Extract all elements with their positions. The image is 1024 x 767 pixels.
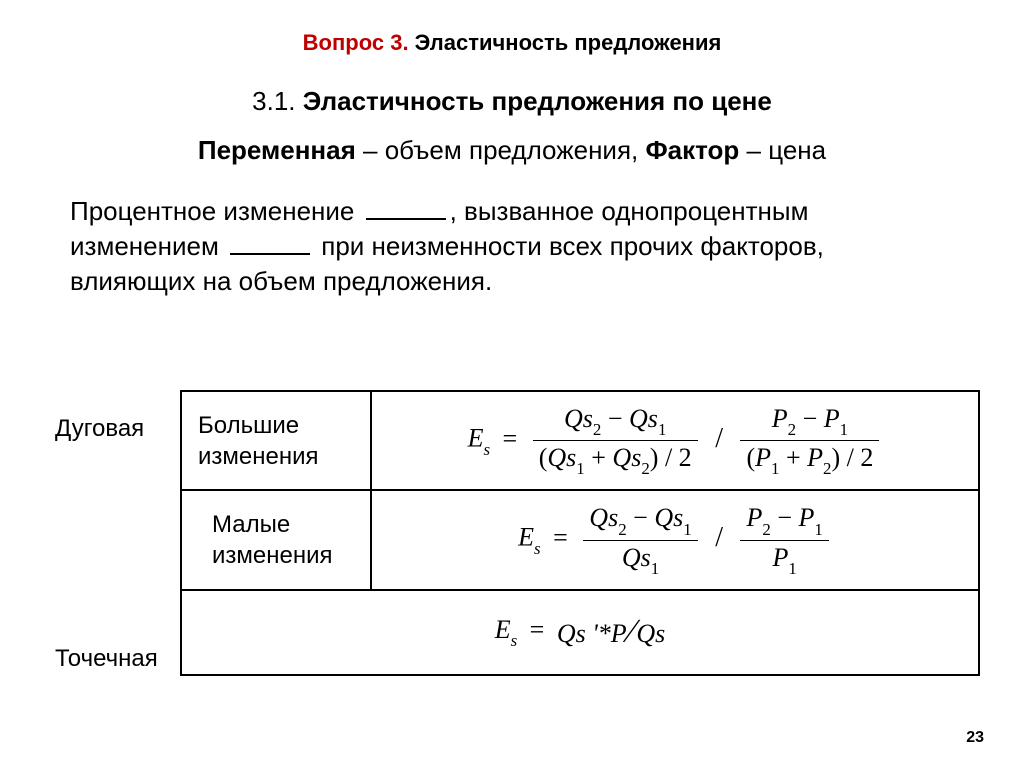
var-label: Переменная <box>198 135 356 165</box>
table-row: Малые изменения Es = Qs2 − Qs1 Qs1 / P2 … <box>181 490 979 589</box>
sub-2: 2 <box>762 520 770 539</box>
header-red: Вопрос 3. <box>303 30 409 55</box>
sym-Qs: Qs <box>622 543 651 572</box>
sym-slash: / <box>715 423 723 454</box>
subtitle-num: 3.1. <box>252 86 295 116</box>
sub-1: 1 <box>840 420 848 439</box>
sub-1: 1 <box>788 559 796 578</box>
sub-1: 1 <box>683 520 691 539</box>
sym-eq: = <box>553 523 568 552</box>
formula-table: Большие изменения Es = Qs2 − Qs1 (Qs1 + … <box>180 390 980 676</box>
blank-1 <box>366 218 446 220</box>
sym-Qs: Qs <box>612 443 641 472</box>
frac-p2: P2 − P1 P1 <box>740 503 828 576</box>
table-row: Большие изменения Es = Qs2 − Qs1 (Qs1 + … <box>181 391 979 490</box>
sym-Qs: Qs <box>589 503 618 532</box>
blank-2 <box>230 253 310 255</box>
frac-qs2: Qs2 − Qs1 Qs1 <box>583 503 697 576</box>
page-number: 23 <box>966 729 984 747</box>
fact-text: – цена <box>739 135 826 165</box>
sym-eq: = <box>530 615 545 644</box>
row1-desc: Большие изменения <box>181 391 371 490</box>
sub-1: 1 <box>658 420 666 439</box>
table-row: Es = Qs '*P∕Qs <box>181 590 979 675</box>
label-point: Точечная <box>55 645 158 673</box>
variable-factor-line: Переменная – объем предложения, Фактор –… <box>40 135 984 166</box>
sym-Qs: Qs <box>629 404 658 433</box>
definition-paragraph: Процентное изменение , вызванное однопро… <box>40 194 984 299</box>
sym-P: P <box>807 443 823 472</box>
sub-1: 1 <box>771 459 779 478</box>
sym-slash: / <box>715 522 723 553</box>
sym-div2: / 2 <box>665 443 692 472</box>
sym-s: s <box>534 539 541 558</box>
sym-minus: − <box>633 503 648 532</box>
header-title: Эластичность предложения <box>409 30 722 55</box>
sym-s: s <box>511 631 518 650</box>
sym-eq: = <box>503 424 518 453</box>
row2-desc: Малые изменения <box>181 490 371 589</box>
sub-2: 2 <box>788 420 796 439</box>
sym-plus: + <box>591 443 606 472</box>
sym-P: P <box>798 503 814 532</box>
sym-Qs: Qs <box>547 443 576 472</box>
sub-1: 1 <box>814 520 822 539</box>
frac-p: P2 − P1 (P1 + P2) / 2 <box>740 404 879 477</box>
sym-P: P <box>746 503 762 532</box>
sym-Qs: Qs <box>564 404 593 433</box>
label-arc: Дуговая <box>55 415 144 443</box>
sym-minus: − <box>777 503 792 532</box>
sym-over: Qs <box>636 619 665 648</box>
sym-prime-expr: Qs '*P <box>557 619 627 648</box>
sym-P: P <box>772 543 788 572</box>
def-part1: Процентное изменение <box>70 196 362 226</box>
subtitle: 3.1. Эластичность предложения по цене <box>40 86 984 117</box>
sym-s: s <box>483 440 490 459</box>
row3-formula: Es = Qs '*P∕Qs <box>181 590 979 675</box>
frac-qs: Qs2 − Qs1 (Qs1 + Qs2) / 2 <box>533 404 698 477</box>
sym-P: P <box>755 443 771 472</box>
sub-1: 1 <box>651 559 659 578</box>
subtitle-text: Эластичность предложения по цене <box>303 86 772 116</box>
sym-Qs: Qs <box>654 503 683 532</box>
sub-1: 1 <box>576 459 584 478</box>
sym-E: E <box>495 615 511 644</box>
sym-minus: − <box>608 404 623 433</box>
sub-2: 2 <box>641 459 649 478</box>
sym-div2: / 2 <box>847 443 874 472</box>
row2-formula: Es = Qs2 − Qs1 Qs1 / P2 − P1 P1 <box>371 490 979 589</box>
sym-plus: + <box>786 443 801 472</box>
sym-E: E <box>468 424 484 453</box>
sym-P: P <box>772 404 788 433</box>
sub-2: 2 <box>823 459 831 478</box>
sym-E: E <box>518 523 534 552</box>
row1-formula: Es = Qs2 − Qs1 (Qs1 + Qs2) / 2 / P2 − P1… <box>371 391 979 490</box>
sub-2: 2 <box>593 420 601 439</box>
var-text: – объем предложения, <box>356 135 646 165</box>
fact-label: Фактор <box>645 135 739 165</box>
sub-2: 2 <box>618 520 626 539</box>
sym-P: P <box>824 404 840 433</box>
sym-minus: − <box>803 404 818 433</box>
